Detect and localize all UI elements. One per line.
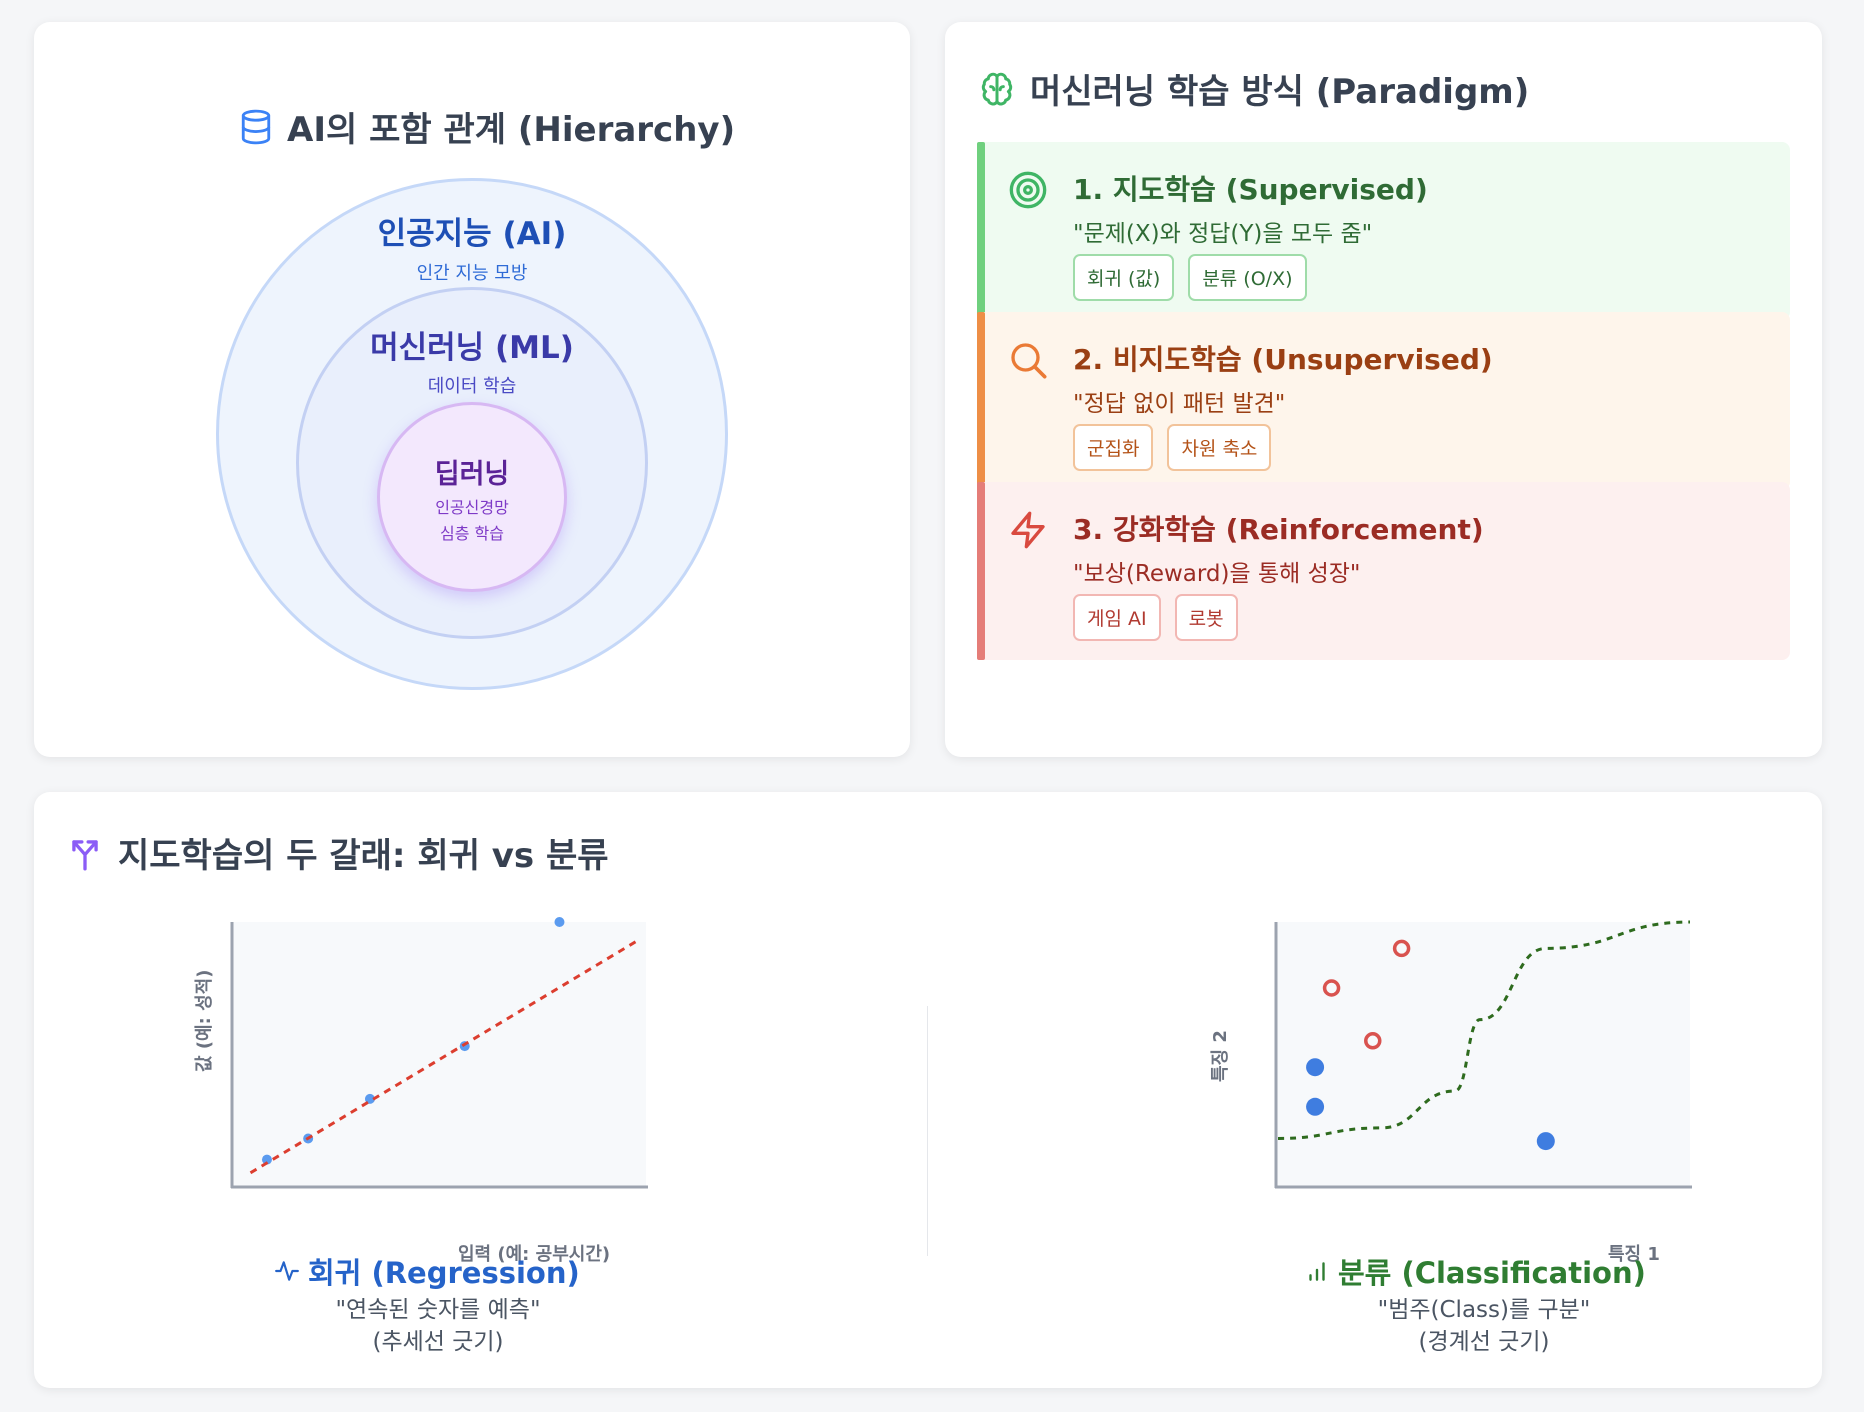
regression-title-text: 회귀 (Regression): [308, 1256, 580, 1290]
paradigm-tags: 회귀 (값) 분류 (O/X): [1073, 254, 1321, 301]
classification-y-label: 특징 2: [1210, 1030, 1231, 1082]
search-icon: [1008, 340, 1048, 384]
paradigm-tags: 게임 AI 로봇: [1073, 594, 1252, 641]
paradigm-accent-bar: [977, 482, 985, 660]
paradigm-item: 3. 강화학습 (Reinforcement) "보상(Reward)을 통해 …: [977, 482, 1790, 660]
dl-circle: [377, 402, 567, 592]
regression-point: [261, 1154, 272, 1165]
paradigm-title: 머신러닝 학습 방식 (Paradigm): [978, 64, 1529, 113]
paradigm-tag: 로봇: [1174, 594, 1238, 641]
classification-desc-2: (경계선 긋기): [1418, 1329, 1550, 1355]
regression-y-label: 값 (예: 성적): [194, 969, 215, 1072]
classification-point-filled: [1306, 1058, 1325, 1077]
classification-chart: [1274, 920, 1692, 1189]
paradigm-tags: 군집화 차원 축소: [1073, 424, 1285, 471]
paradigm-item-title: 1. 지도학습 (Supervised): [1073, 173, 1428, 206]
classification-point-filled: [1536, 1132, 1555, 1151]
classification-desc-1: "범주(Class)를 구분": [1377, 1297, 1591, 1323]
regression-desc-1: "연속된 숫자를 예측": [335, 1297, 541, 1323]
regression-chart: [230, 917, 648, 1189]
lightning-icon: [1008, 510, 1048, 554]
regression-point: [554, 917, 565, 927]
activity-icon: [275, 1261, 299, 1281]
regression-plot-area: [232, 922, 646, 1186]
classification-plot-area: [1276, 922, 1690, 1186]
classification-title: 분류 (Classification): [1304, 1250, 1646, 1292]
paradigm-tag: 분류 (O/X): [1188, 254, 1307, 301]
target-icon: [1008, 170, 1048, 214]
paradigm-tag: 게임 AI: [1073, 594, 1161, 641]
paradigm-item-quote: "정답 없이 패턴 발견": [1073, 391, 1286, 417]
split-icon: [72, 839, 98, 870]
paradigm-item-title: 2. 비지도학습 (Unsupervised): [1073, 343, 1493, 376]
ml-label: 머신러닝 (ML): [370, 330, 574, 366]
hierarchy-title-text: AI의 포함 관계 (Hierarchy): [287, 110, 736, 150]
regression-desc-2: (추세선 긋기): [372, 1329, 504, 1355]
paradigm-tag: 회귀 (값): [1073, 254, 1175, 301]
paradigm-item: 1. 지도학습 (Supervised) "문제(X)와 정답(Y)을 모두 줌…: [977, 142, 1790, 320]
divider: [927, 1006, 928, 1256]
branches-title-text: 지도학습의 두 갈래: 회귀 vs 분류: [118, 836, 609, 876]
paradigm-item-quote: "보상(Reward)을 통해 성장": [1073, 561, 1361, 587]
dl-desc-2: 심층 학습: [440, 524, 504, 543]
classification-point-filled: [1306, 1097, 1325, 1116]
paradigm-card: 머신러닝 학습 방식 (Paradigm) 1. 지도학습 (Supervise…: [945, 22, 1822, 757]
paradigm-title-text: 머신러닝 학습 방식 (Paradigm): [1030, 72, 1530, 112]
dl-desc-1: 인공신경망: [435, 498, 509, 517]
classification-point-open: [1364, 1032, 1382, 1050]
classification-title-text: 분류 (Classification): [1338, 1256, 1646, 1290]
paradigm-accent-bar: [977, 142, 985, 320]
dl-label: 딥러닝: [434, 459, 510, 490]
regression-x-label: 입력 (예: 공부시간): [458, 1244, 611, 1265]
paradigm-tag: 군집화: [1073, 424, 1154, 471]
ai-desc: 인간 지능 모방: [416, 263, 528, 284]
classification-x-label: 특징 1: [1608, 1244, 1660, 1265]
paradigm-accent-bar: [977, 312, 985, 490]
bar-chart-icon: [1309, 1262, 1325, 1281]
regression-title: 회귀 (Regression): [274, 1250, 580, 1292]
paradigm-item-quote: "문제(X)와 정답(Y)을 모두 줌": [1073, 221, 1373, 247]
paradigm-item-title: 3. 강화학습 (Reinforcement): [1073, 513, 1484, 546]
classification-point-open: [1322, 979, 1341, 997]
hierarchy-title: AI의 포함 관계 (Hierarchy): [239, 102, 735, 151]
ml-desc: 데이터 학습: [427, 376, 517, 397]
paradigm-item: 2. 비지도학습 (Unsupervised) "정답 없이 패턴 발견" 군집…: [977, 312, 1790, 490]
classification-point-open: [1392, 939, 1411, 958]
ai-label: 인공지능 (AI): [377, 216, 567, 252]
paradigm-tag: 차원 축소: [1167, 424, 1272, 471]
regression-point: [364, 1093, 375, 1104]
branches-title: 지도학습의 두 갈래: 회귀 vs 분류: [66, 828, 609, 877]
hierarchy-card: AI의 포함 관계 (Hierarchy) 인공지능 (AI) 인간 지능 모방…: [34, 22, 910, 757]
regression-trendline: [249, 939, 639, 1175]
brain-icon: [981, 72, 1013, 105]
branches-card: 지도학습의 두 갈래: 회귀 vs 분류 값 (예: 성적) 입력 (예: 공부…: [34, 792, 1822, 1388]
database-icon: [241, 109, 271, 144]
